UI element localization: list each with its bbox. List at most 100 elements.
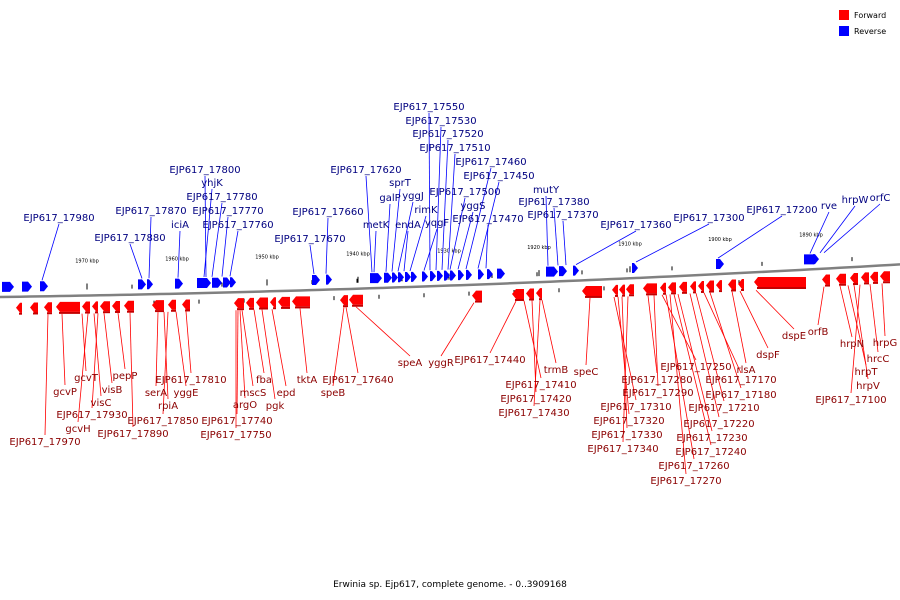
kbp-tick-label: 1960 kbp [165,257,189,263]
kbp-tick-label: 1920 kbp [527,245,551,251]
forward-leader [261,309,276,400]
forward-leader [129,312,134,428]
forward-gene-arrow [256,297,268,308]
gene-arrows [2,254,890,315]
forward-gene-shadow [682,291,687,294]
reverse-gene-arrow [370,273,382,284]
forward-gene-arrow [679,281,687,292]
reverse-gene-label: EJP617_17780 [186,192,257,203]
forward-gene-shadow [185,309,190,312]
reverse-gene-arrow [147,279,153,290]
forward-leader [739,290,769,349]
forward-gene-arrow [278,296,290,307]
reverse-gene-arrow [22,281,32,292]
forward-gene-label: EJP617_17170 [705,375,776,386]
forward-gene-arrow [668,282,676,293]
forward-leader [689,293,720,418]
forward-leader [850,284,861,394]
forward-gene-label: speC [574,367,599,378]
reverse-gene-label: EJP617_17800 [169,165,240,176]
forward-gene-shadow [539,298,542,301]
forward-gene-shadow [757,287,806,290]
forward-gene-label: gcvP [53,387,77,398]
forward-gene-arrow [738,278,744,289]
forward-gene-label: epd [277,388,296,399]
reverse-leader [575,230,637,265]
forward-gene-arrow [612,284,618,295]
forward-gene-shadow [352,304,363,307]
reverse-gene-label: EJP617_17620 [330,165,401,176]
reverse-gene-arrow [478,269,484,280]
reverse-leader [177,230,181,278]
forward-leader [185,311,192,374]
forward-leader [103,313,113,384]
forward-leader [77,313,89,423]
reverse-leader [325,217,329,274]
forward-gene-shadow [19,312,22,315]
forward-gene-shadow [127,310,134,313]
reverse-leader [385,203,391,272]
forward-leader [332,307,345,387]
reverse-leader [423,228,438,271]
reverse-gene-label: yqgF [425,218,450,229]
forward-gene-shadow [103,311,110,314]
forward-gene-label: EJP617_17740 [201,416,272,427]
forward-gene-arrow [880,271,890,282]
forward-gene-label: EJP617_17330 [591,430,662,441]
forward-gene-label: speB [321,388,346,399]
forward-gene-label: EJP617_17250 [660,362,731,373]
forward-gene-shadow [629,294,634,297]
reverse-gene-label: iciA [171,220,189,231]
forward-leader [355,306,411,357]
forward-gene-label: EJP617_17320 [593,416,664,427]
forward-gene-shadow [853,283,858,286]
reverse-leader [553,207,559,266]
forward-gene-arrow [698,280,704,291]
forward-gene-label: EJP617_17240 [675,447,746,458]
reverse-gene-label: EJP617_17530 [405,116,476,127]
reverse-leader [203,188,213,278]
reverse-gene-arrow [573,265,579,276]
forward-gene-shadow [731,289,736,292]
forward-gene-shadow [237,308,244,311]
forward-gene-arrow [870,271,878,282]
forward-gene-label: EJP617_17280 [621,375,692,386]
forward-leader [253,309,265,374]
forward-leader [155,312,159,387]
reverse-leader [819,205,856,254]
forward-gene-arrow [619,284,625,295]
forward-gene-arrow [124,300,134,311]
reverse-gene-label: EJP617_17450 [463,171,534,182]
reverse-leader [823,203,881,253]
forward-leader [709,292,742,389]
forward-gene-label: yggE [174,388,199,399]
reverse-leader [485,224,489,269]
forward-gene-label: EJP617_17810 [155,375,226,386]
forward-leader [541,299,557,364]
forward-gene-arrow [582,285,602,296]
reverse-gene-arrow [632,263,638,274]
forward-gene-label: trmB [544,365,569,376]
forward-gene-label: serA [145,388,167,399]
reverse-gene-arrow [384,272,392,283]
reverse-leader [229,230,239,277]
reverse-gene-arrow [212,277,222,288]
forward-leader [613,296,637,401]
forward-gene-label: tktA [297,375,318,386]
forward-leader [93,313,102,397]
forward-gene-shadow [95,311,98,314]
forward-gene-label: EJP617_17850 [127,416,198,427]
forward-leader [44,314,49,436]
reverse-gene-label: EJP617_17510 [419,143,490,154]
forward-gene-label: speA [398,358,423,369]
forward-leader [523,300,542,379]
forward-gene-arrow [526,288,534,299]
forward-gene-label: EJP617_17640 [322,375,393,386]
legend: Forward Reverse [839,10,886,36]
forward-leader [117,312,126,370]
reverse-gene-label: yhjK [201,178,223,189]
forward-gene-shadow [155,310,164,313]
reverse-gene-arrow [430,271,436,282]
reverse-gene-label: orfC [870,193,891,204]
